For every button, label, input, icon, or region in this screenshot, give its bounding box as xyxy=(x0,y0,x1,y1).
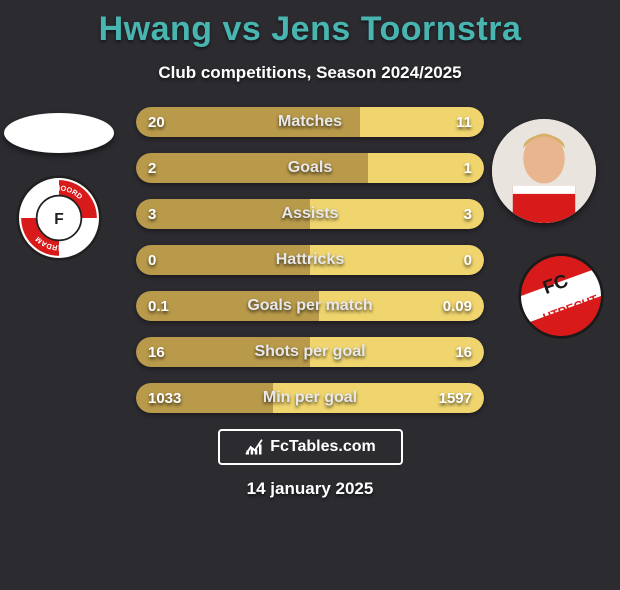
player-right-club-logo: FC UTRECHT xyxy=(518,253,604,339)
stat-bars: 2011Matches 21Goals 33Assists 00Hattricks 0.… xyxy=(136,107,484,413)
source-text: FcTables.com xyxy=(270,438,376,456)
stat-row: 1616Shots per goal xyxy=(136,337,484,367)
stat-row: 10331597Min per goal xyxy=(136,383,484,413)
stat-row: 33Assists xyxy=(136,199,484,229)
fc-utrecht-badge-icon: FC UTRECHT xyxy=(518,253,604,339)
comparison-date: 14 january 2025 xyxy=(0,479,620,499)
stat-row: 0.10.09Goals per match xyxy=(136,291,484,321)
stat-label: Matches xyxy=(136,107,484,137)
comparison-panel: F FEYENOORD ROTTERDAM xyxy=(0,107,620,413)
comparison-subtitle: Club competitions, Season 2024/2025 xyxy=(0,63,620,83)
stat-label: Assists xyxy=(136,199,484,229)
stat-row: 21Goals xyxy=(136,153,484,183)
player-left-avatar xyxy=(4,113,114,153)
comparison-title: Hwang vs Jens Toornstra xyxy=(0,10,620,49)
stat-label: Goals xyxy=(136,153,484,183)
stat-row: 2011Matches xyxy=(136,107,484,137)
source-badge: FcTables.com xyxy=(218,429,403,465)
stat-label: Min per goal xyxy=(136,383,484,413)
chart-icon xyxy=(244,437,264,457)
stat-label: Goals per match xyxy=(136,291,484,321)
svg-text:F: F xyxy=(54,211,63,228)
stat-row: 00Hattricks xyxy=(136,245,484,275)
stat-label: Shots per goal xyxy=(136,337,484,367)
player-photo-icon xyxy=(492,119,596,223)
feyenoord-badge-icon: F FEYENOORD ROTTERDAM xyxy=(16,175,102,261)
player-right-avatar xyxy=(492,119,596,223)
player-left-club-logo: F FEYENOORD ROTTERDAM xyxy=(16,175,102,261)
stat-label: Hattricks xyxy=(136,245,484,275)
